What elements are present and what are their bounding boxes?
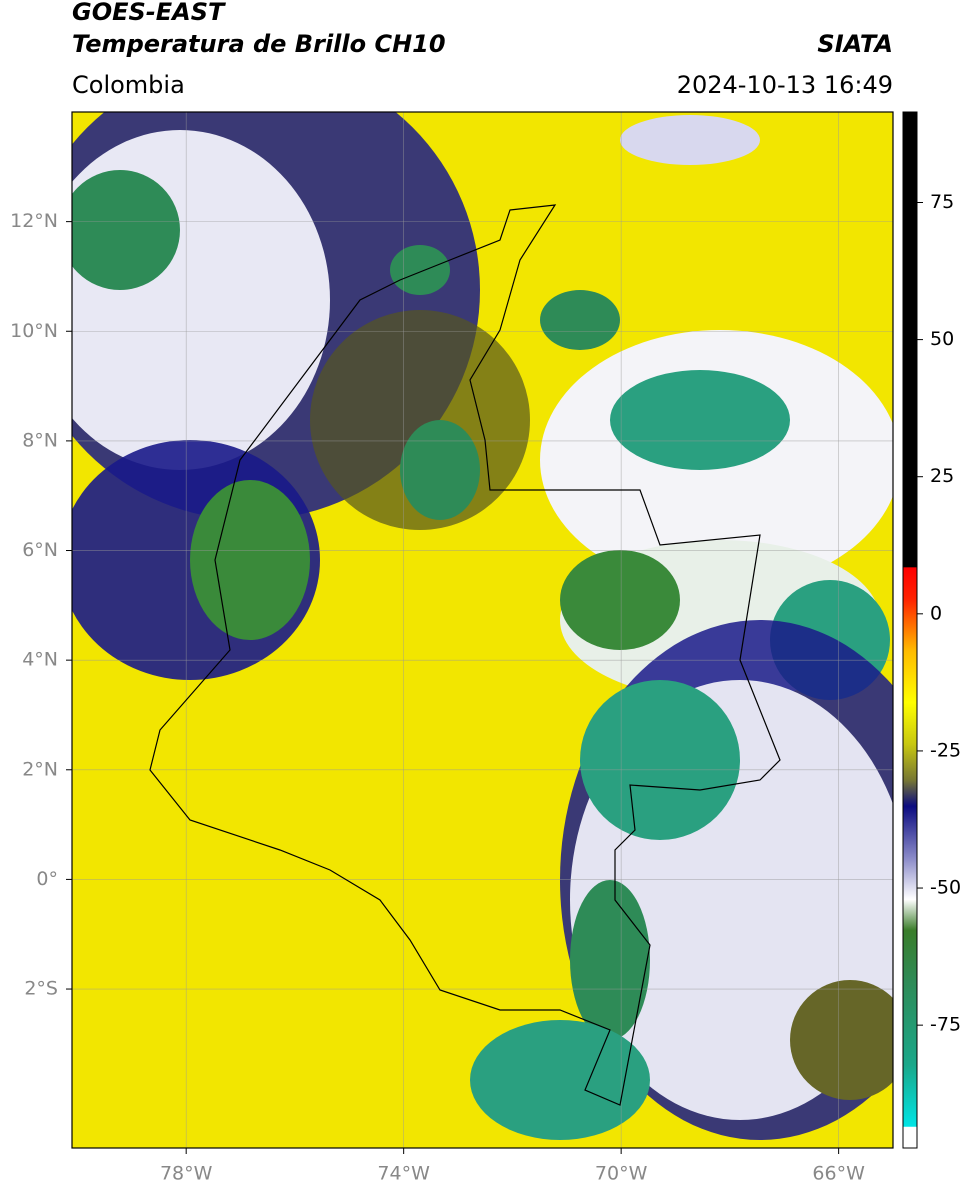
y-tick-label: 8°N bbox=[22, 429, 58, 451]
y-tick-label: 4°N bbox=[22, 649, 58, 671]
source: SIATA bbox=[817, 30, 893, 58]
x-tick-label: 74°W bbox=[377, 1163, 430, 1185]
colorbar-label: 25 bbox=[930, 465, 954, 487]
y-tick-label: 0° bbox=[36, 868, 58, 890]
y-tick-label: 2°N bbox=[22, 758, 58, 780]
colorbar-label: -25 bbox=[930, 739, 961, 761]
x-tick-label: 78°W bbox=[160, 1163, 213, 1185]
colorbar-label: 0 bbox=[930, 602, 942, 624]
colorbar-label: 75 bbox=[930, 191, 954, 213]
colorbar-label: -50 bbox=[930, 877, 961, 899]
y-tick-label: 12°N bbox=[10, 210, 58, 232]
x-tick-label: 66°W bbox=[812, 1163, 865, 1185]
timestamp: 2024-10-13 16:49 bbox=[677, 71, 893, 99]
colorbar-label: -75 bbox=[930, 1014, 961, 1036]
colorbar bbox=[902, 111, 918, 1149]
region: Colombia bbox=[72, 71, 185, 99]
borders bbox=[149, 204, 781, 1106]
subtitle: Temperatura de Brillo CH10 bbox=[72, 30, 446, 58]
y-tick-label: 2°S bbox=[24, 978, 58, 1000]
x-tick-label: 70°W bbox=[595, 1163, 648, 1185]
y-tick-label: 10°N bbox=[10, 320, 58, 342]
map-frame bbox=[71, 111, 894, 1149]
graticule bbox=[72, 112, 893, 1148]
satellite-image bbox=[72, 112, 893, 1148]
title: GOES-EAST bbox=[72, 0, 226, 26]
colorbar-label: 50 bbox=[930, 328, 954, 350]
y-tick-label: 6°N bbox=[22, 539, 58, 561]
